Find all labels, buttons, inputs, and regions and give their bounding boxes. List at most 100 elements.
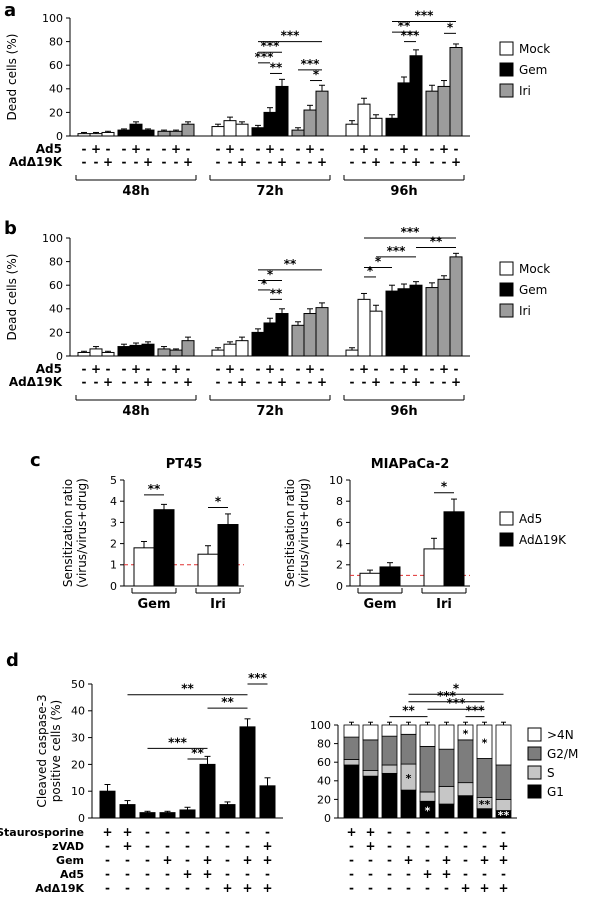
group-label: Gem xyxy=(137,597,170,612)
group-label: Iri xyxy=(210,597,226,612)
bar xyxy=(141,129,155,137)
stacked-segment xyxy=(457,795,474,819)
legend-label: Gem xyxy=(519,283,547,297)
sign: - xyxy=(205,825,210,839)
sign: - xyxy=(368,853,373,867)
sign: - xyxy=(442,375,447,389)
bar xyxy=(357,298,371,357)
bar xyxy=(217,524,239,587)
stacked-segment xyxy=(343,764,360,819)
sign: - xyxy=(350,375,355,389)
bar xyxy=(291,129,305,137)
stacked-segment xyxy=(400,789,417,819)
sign: - xyxy=(268,375,273,389)
sign: - xyxy=(145,825,150,839)
sign: + xyxy=(131,362,141,376)
bar xyxy=(101,131,115,137)
sign: + xyxy=(183,375,193,389)
sign: - xyxy=(186,142,191,156)
legend-swatch xyxy=(499,41,514,56)
sign: - xyxy=(501,825,506,839)
sign-row-label: AdΔ19K xyxy=(9,375,63,389)
bar xyxy=(275,85,289,137)
sign: - xyxy=(245,867,250,881)
sign: - xyxy=(105,853,110,867)
y-tick-label: 0 xyxy=(56,130,63,143)
bar xyxy=(169,130,183,137)
legend-label: G1 xyxy=(547,785,564,799)
sign: + xyxy=(91,362,101,376)
sign: - xyxy=(320,362,325,376)
sign: - xyxy=(387,839,392,853)
sign: - xyxy=(162,142,167,156)
sign: + xyxy=(317,155,327,169)
legend-label: Iri xyxy=(519,84,531,98)
sign: + xyxy=(242,881,252,895)
sign: + xyxy=(183,155,193,169)
sign: - xyxy=(265,867,270,881)
sign: - xyxy=(268,155,273,169)
sig-star: ** xyxy=(430,234,443,248)
sign: - xyxy=(174,375,179,389)
sign: - xyxy=(82,155,87,169)
sign: - xyxy=(482,839,487,853)
sign: - xyxy=(122,375,127,389)
bar xyxy=(181,123,195,137)
bar xyxy=(409,55,423,137)
sig-star: *** xyxy=(415,9,435,23)
sign: - xyxy=(162,155,167,169)
sign: + xyxy=(411,155,421,169)
sig-star: * xyxy=(441,480,448,494)
sig-star: * xyxy=(267,267,274,281)
sign: + xyxy=(439,362,449,376)
sig-star: *** xyxy=(401,225,421,239)
bar xyxy=(443,511,465,587)
chart-title: PT45 xyxy=(166,457,203,472)
sign: - xyxy=(205,881,210,895)
sign: - xyxy=(265,825,270,839)
sign-row-label: Ad5 xyxy=(36,362,62,376)
sign: - xyxy=(225,839,230,853)
in-bar-star: * xyxy=(406,772,412,785)
sign: - xyxy=(463,825,468,839)
in-bar-star: ** xyxy=(498,809,510,822)
sign: - xyxy=(374,142,379,156)
sig-star: *** xyxy=(281,29,301,43)
legend-label: Gem xyxy=(519,63,547,77)
sign: - xyxy=(134,155,139,169)
legend-label: AdΔ19K xyxy=(519,533,567,547)
bar xyxy=(449,256,463,357)
sign: + xyxy=(262,853,272,867)
panel-a-letter: a xyxy=(4,0,17,21)
bar xyxy=(219,804,236,819)
stacked-segment xyxy=(362,770,379,777)
bar xyxy=(77,351,91,357)
stacked-segment xyxy=(495,724,512,766)
stacked-segment xyxy=(343,759,360,766)
sign-row-label: Staurosporine xyxy=(0,826,84,839)
y-tick-label: 2 xyxy=(336,559,343,572)
bar xyxy=(251,331,265,357)
sign: - xyxy=(228,155,233,169)
sign: - xyxy=(362,375,367,389)
bar xyxy=(199,763,216,819)
sign: - xyxy=(122,155,127,169)
sign: - xyxy=(106,362,111,376)
y-tick-label: 40 xyxy=(49,83,63,96)
sign: - xyxy=(482,825,487,839)
y-axis-label: (virus/virus+drug) xyxy=(297,478,311,588)
sig-star: *** xyxy=(261,39,281,53)
bar xyxy=(303,109,317,137)
sign: - xyxy=(296,142,301,156)
bar xyxy=(437,85,451,137)
y-tick-label: 8 xyxy=(336,495,343,508)
bar xyxy=(159,812,176,819)
legend-swatch xyxy=(499,83,514,98)
sign: - xyxy=(402,155,407,169)
bar xyxy=(157,348,171,357)
sign: - xyxy=(146,362,151,376)
sign: - xyxy=(296,362,301,376)
bar xyxy=(303,313,317,357)
sign-row-label: Gem xyxy=(56,854,84,867)
sign: - xyxy=(414,142,419,156)
